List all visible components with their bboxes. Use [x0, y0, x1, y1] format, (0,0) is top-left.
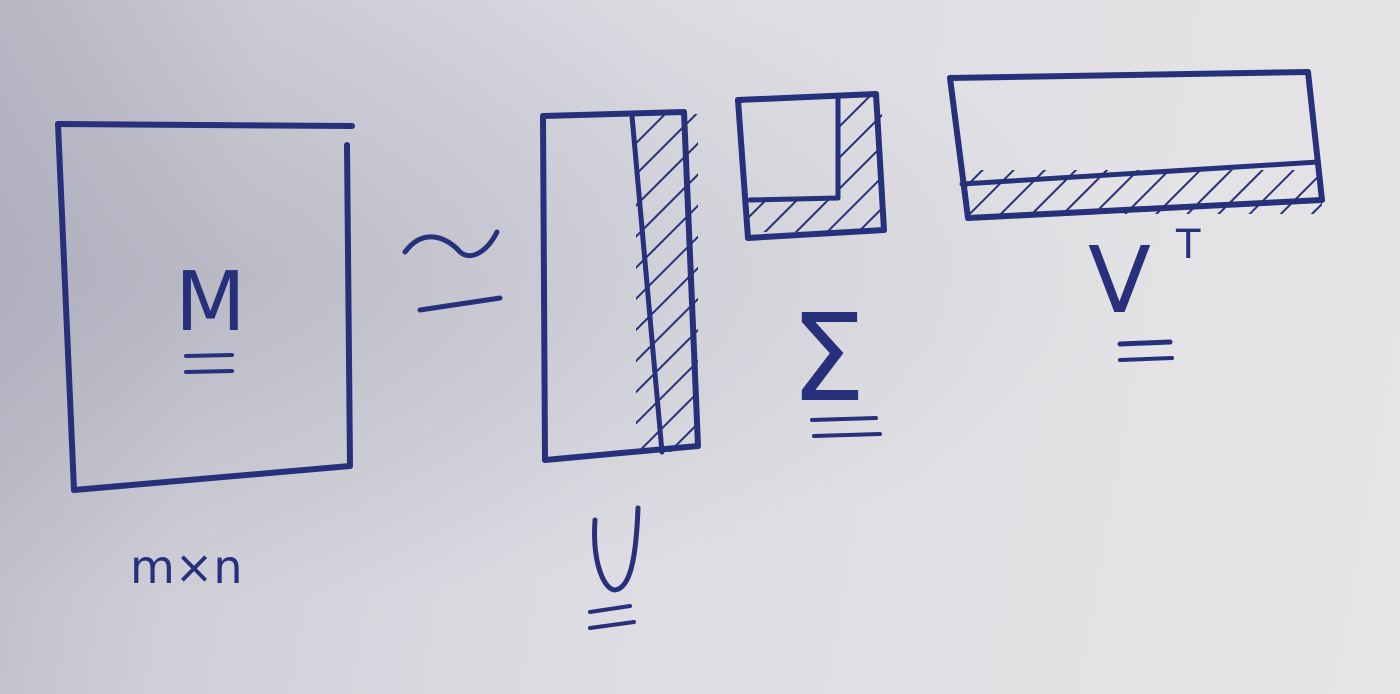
- matrix-m-box: [55, 121, 355, 493]
- svg-text:T: T: [1175, 222, 1201, 268]
- matrix-vt-symbol: V T: [1088, 222, 1201, 362]
- svg-text:V: V: [1088, 227, 1151, 334]
- matrix-sigma-symbol: Σ: [790, 290, 882, 438]
- approx-equal-sign: [402, 229, 503, 313]
- matrix-u-symbol: U: [588, 505, 641, 630]
- matrix-m-underline: [184, 353, 234, 374]
- matrix-sigma-hatched-rows: [748, 200, 838, 232]
- matrix-dimensions-label: m×n: [130, 540, 243, 594]
- matrix-sigma-box: [735, 91, 887, 241]
- matrix-u-box: [540, 109, 701, 463]
- matrix-vt-box: [947, 69, 1325, 221]
- matrix-m-symbol: M: [175, 255, 246, 350]
- svg-text:Σ: Σ: [790, 290, 866, 429]
